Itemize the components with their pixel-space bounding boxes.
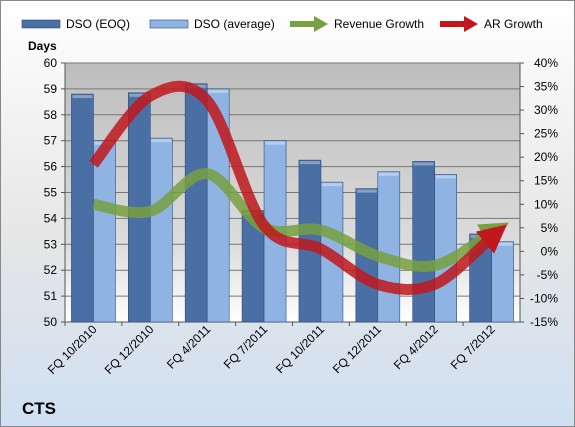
legend-swatch: [149, 19, 189, 29]
bar-top: [321, 183, 342, 187]
bar: [412, 161, 435, 323]
y2-tick-label: 35%: [534, 80, 558, 94]
y2-tick-label: 0%: [541, 244, 559, 258]
legend-swatch-head: [314, 16, 328, 32]
y2-tick-label: 5%: [541, 221, 559, 235]
y2-tick-label: 25%: [534, 127, 558, 141]
bar: [184, 83, 208, 323]
y2-tick-label: 15%: [534, 174, 558, 188]
bar-top: [72, 95, 93, 99]
bar-top: [299, 161, 320, 165]
y-tick-label: 60: [44, 56, 58, 70]
bar-top: [265, 141, 286, 145]
bar-top: [413, 162, 434, 166]
legend-swatch-head: [464, 16, 478, 32]
line: [92, 168, 509, 273]
chart-title: CTS: [22, 399, 56, 418]
bar: [434, 174, 457, 323]
bar-top: [435, 175, 456, 179]
y2-tick-label: 30%: [534, 103, 558, 117]
y-tick-label: 57: [44, 134, 58, 148]
legend-swatch: [21, 19, 61, 29]
bar-top: [378, 172, 399, 176]
bar: [93, 140, 116, 323]
legend-label: DSO (EOQ): [66, 17, 130, 31]
bar: [377, 171, 401, 323]
bar: [150, 137, 173, 323]
bar: [206, 88, 230, 323]
bar: [71, 93, 94, 323]
y2-tick-label: -5%: [537, 268, 559, 282]
y2-tick-label: -15%: [530, 315, 558, 329]
bar-top: [492, 242, 513, 246]
bar-top: [151, 139, 172, 143]
y-tick-label: 59: [44, 82, 58, 96]
legend-label: DSO (average): [194, 17, 275, 31]
y-tick-label: 58: [44, 108, 58, 122]
y2-tick-label: 40%: [534, 56, 558, 70]
y-tick-label: 56: [44, 160, 58, 174]
y-tick-label: 53: [44, 237, 58, 251]
y-axis-title: Days: [28, 39, 57, 53]
y2-tick-label: -10%: [530, 291, 558, 305]
bar-top: [356, 189, 377, 193]
y-tick-label: 55: [44, 186, 58, 200]
bar: [491, 241, 514, 323]
bar-top: [208, 89, 229, 93]
y-tick-label: 51: [44, 289, 58, 303]
legend-label: AR Growth: [484, 17, 543, 31]
y-tick-label: 54: [44, 211, 58, 225]
line: [89, 80, 507, 295]
y2-tick-label: 10%: [534, 197, 558, 211]
y-tick-label: 52: [44, 263, 58, 277]
legend-label: Revenue Growth: [334, 17, 424, 31]
bar-top: [129, 93, 150, 97]
y-tick-label: 50: [44, 315, 58, 329]
y2-tick-label: 20%: [534, 150, 558, 164]
